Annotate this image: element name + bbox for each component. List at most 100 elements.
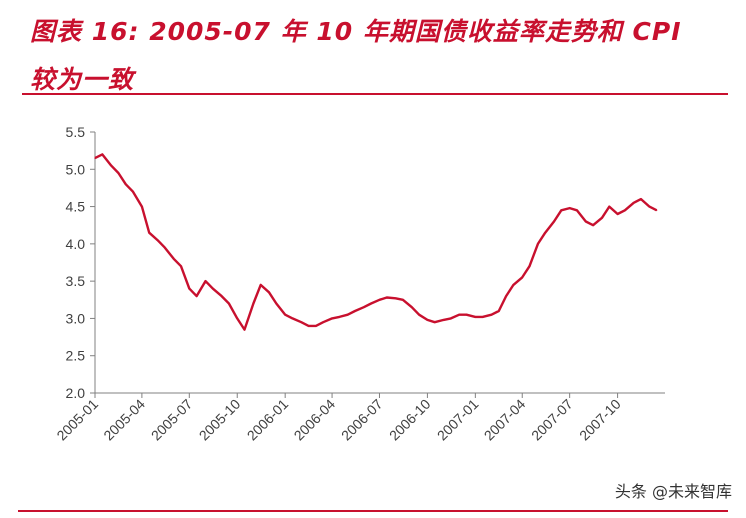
data-point — [354, 310, 355, 311]
data-point — [379, 299, 380, 300]
data-point — [537, 243, 538, 244]
data-point — [285, 314, 286, 315]
y-tick-label: 3.5 — [66, 273, 86, 289]
data-point — [196, 296, 197, 297]
y-tick-label: 5.0 — [66, 161, 86, 177]
data-point — [585, 221, 586, 222]
y-tick-label: 2.0 — [66, 385, 86, 401]
data-point — [545, 232, 546, 233]
data-point — [576, 210, 577, 211]
x-tick-label: 2007-01 — [434, 396, 482, 444]
data-point — [569, 208, 570, 209]
data-point — [466, 314, 467, 315]
data-point — [228, 303, 229, 304]
data-point — [164, 247, 165, 248]
x-tick-label: 2007-04 — [481, 396, 529, 444]
data-point — [529, 266, 530, 267]
chart-title-line-1: 图表 16: 2005-07 年 10 年期国债收益率走势和 CPI — [30, 8, 730, 56]
x-tick-label: 2006-04 — [291, 396, 339, 444]
data-point — [624, 210, 625, 211]
data-point — [237, 318, 238, 319]
data-point — [402, 299, 403, 300]
data-point — [617, 213, 618, 214]
data-point — [125, 184, 126, 185]
data-point — [395, 298, 396, 299]
data-point — [411, 307, 412, 308]
watermark: 头条 @未来智库 — [615, 478, 732, 502]
data-point — [347, 314, 348, 315]
x-tick-label: 2005-04 — [100, 396, 148, 444]
data-point — [656, 210, 657, 211]
data-point — [386, 297, 387, 298]
x-tick-label: 2005-10 — [196, 396, 244, 444]
data-point — [434, 322, 435, 323]
y-tick-label: 4.0 — [66, 236, 86, 252]
y-tick-label: 5.5 — [66, 124, 86, 140]
chart-title-line-2: 较为一致 — [30, 56, 730, 104]
data-point — [640, 199, 641, 200]
x-tick-label: 2006-10 — [386, 396, 434, 444]
data-point — [292, 318, 293, 319]
data-point — [339, 316, 340, 317]
data-point — [132, 191, 133, 192]
y-tick-label: 3.0 — [66, 310, 86, 326]
data-point — [649, 206, 650, 207]
x-tick-label: 2006-07 — [338, 396, 386, 444]
data-point — [332, 318, 333, 319]
data-point — [276, 303, 277, 304]
data-point — [149, 232, 150, 233]
data-point — [513, 284, 514, 285]
data-point — [498, 310, 499, 311]
data-point — [323, 322, 324, 323]
title-divider — [22, 93, 728, 95]
x-tick-label: 2007-07 — [528, 396, 576, 444]
data-point — [522, 277, 523, 278]
data-point — [459, 314, 460, 315]
data-point — [301, 322, 302, 323]
data-point — [475, 316, 476, 317]
data-point — [371, 303, 372, 304]
x-tick-label: 2007-10 — [576, 396, 624, 444]
data-point — [450, 318, 451, 319]
x-tick-label: 2005-01 — [53, 396, 101, 444]
x-tick-label: 2006-01 — [244, 396, 292, 444]
data-point — [561, 210, 562, 211]
data-point — [212, 288, 213, 289]
data-point — [482, 316, 483, 317]
data-point — [173, 258, 174, 259]
data-point — [157, 240, 158, 241]
data-point — [141, 206, 142, 207]
data-point — [111, 165, 112, 166]
x-tick-label: 2005-07 — [148, 396, 196, 444]
data-point — [315, 325, 316, 326]
data-point — [260, 284, 261, 285]
data-point — [609, 206, 610, 207]
data-point — [253, 303, 254, 304]
data-point — [308, 325, 309, 326]
y-tick-label: 2.5 — [66, 348, 86, 364]
data-point — [189, 288, 190, 289]
data-point — [268, 292, 269, 293]
data-point — [601, 217, 602, 218]
data-point — [506, 296, 507, 297]
data-point — [491, 314, 492, 315]
data-point — [221, 296, 222, 297]
data-point — [553, 221, 554, 222]
footer-divider — [18, 510, 728, 512]
data-point — [363, 307, 364, 308]
data-point — [633, 202, 634, 203]
data-point — [94, 158, 95, 159]
data-point — [419, 314, 420, 315]
data-point — [180, 266, 181, 267]
data-point — [443, 319, 444, 320]
data-point — [205, 281, 206, 282]
data-point — [102, 154, 103, 155]
chart-title: 图表 16: 2005-07 年 10 年期国债收益率走势和 CPI 较为一致 — [30, 8, 730, 104]
data-point — [427, 319, 428, 320]
y-tick-label: 4.5 — [66, 199, 86, 215]
data-point — [593, 225, 594, 226]
data-point — [244, 329, 245, 330]
yield-series-line — [95, 154, 657, 329]
data-point — [118, 172, 119, 173]
